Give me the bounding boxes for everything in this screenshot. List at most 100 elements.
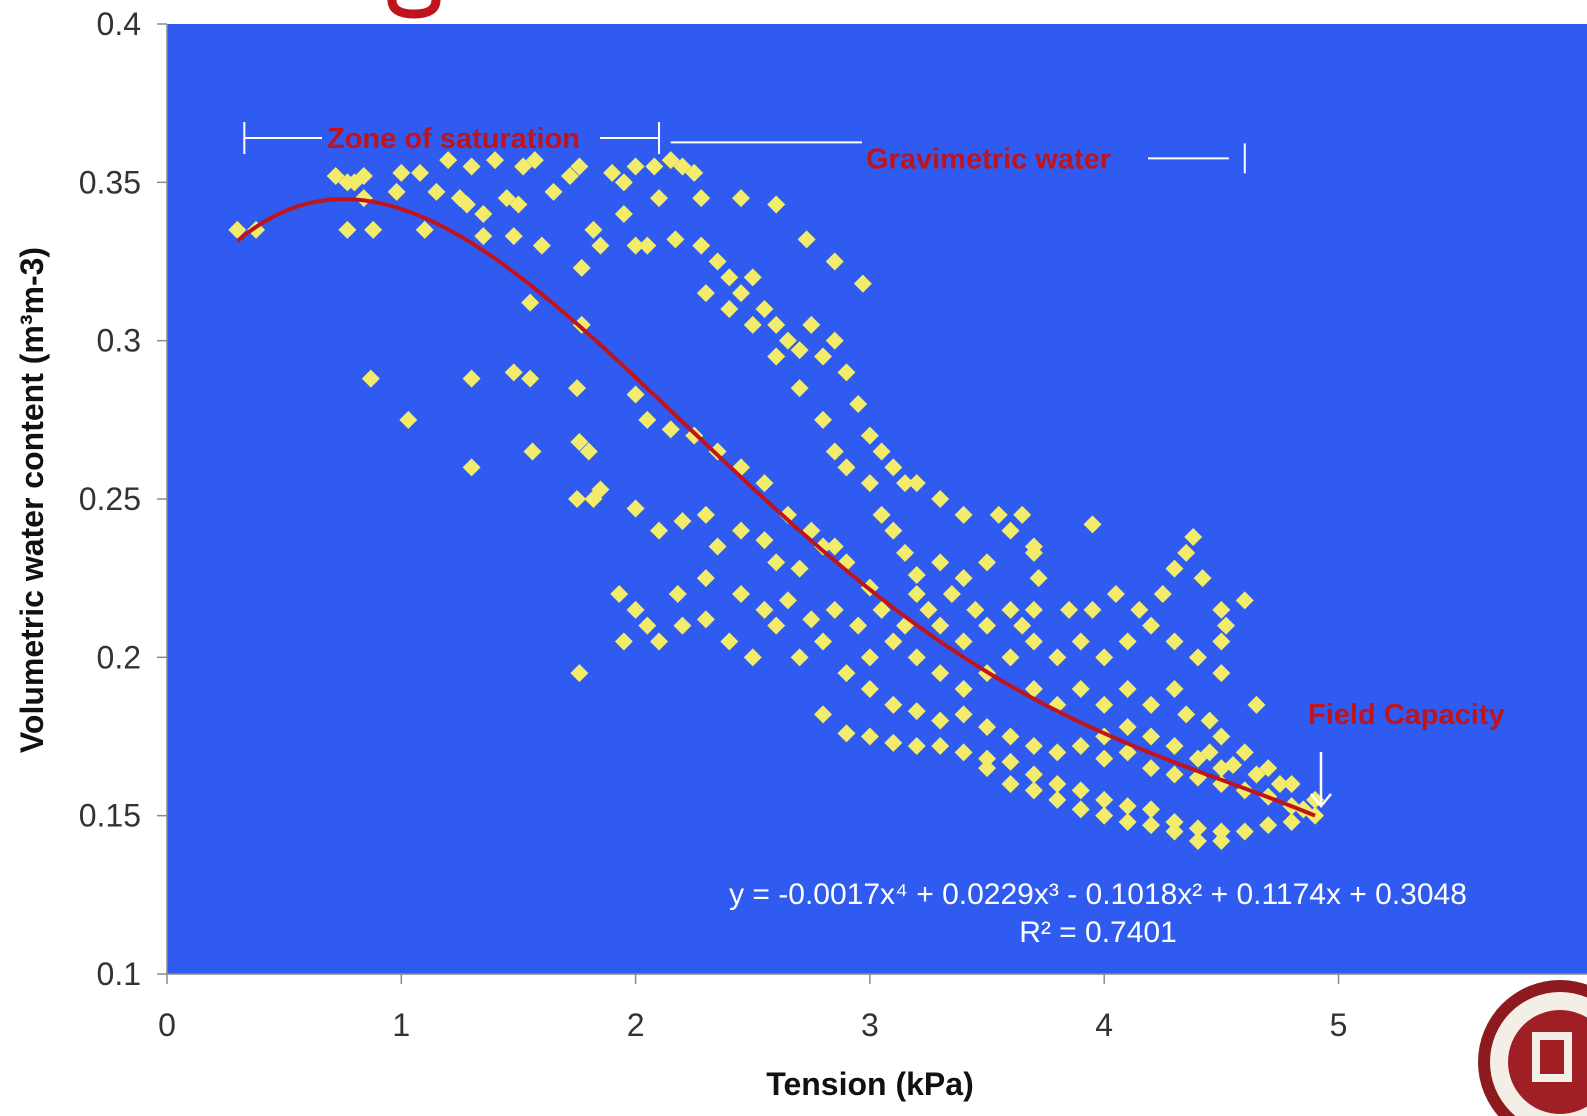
data-point (415, 220, 434, 239)
data-point (814, 347, 833, 366)
data-point (954, 743, 973, 762)
data-point (954, 569, 973, 588)
data-point (474, 227, 493, 246)
data-point (896, 543, 915, 562)
data-point (708, 252, 727, 271)
data-point (767, 315, 786, 334)
trendline-equation: y = -0.0017x⁴ + 0.0229x³ - 0.1018x² + 0.… (729, 878, 1467, 911)
data-point (692, 189, 711, 208)
data-point (743, 648, 762, 667)
data-point (1153, 585, 1172, 603)
data-point (399, 410, 418, 429)
data-point (638, 616, 657, 635)
data-point (439, 151, 458, 170)
data-point (732, 284, 751, 303)
cropped-title-fragment (387, 0, 441, 19)
data-point (1118, 718, 1137, 736)
data-point (1024, 765, 1043, 784)
data-point (457, 195, 476, 214)
data-point (572, 315, 591, 334)
data-point (1024, 600, 1043, 619)
data-point (743, 315, 762, 334)
data-point (778, 591, 797, 610)
gravimetric-water-label: Gravimetric water (866, 143, 1111, 175)
data-point (626, 600, 645, 619)
data-point (732, 189, 751, 208)
data-point (1095, 790, 1114, 809)
data-point (837, 664, 856, 683)
data-point (570, 433, 589, 451)
data-point (1001, 752, 1020, 771)
data-point (1188, 648, 1207, 667)
data-point (504, 363, 523, 382)
field-capacity-label: Field Capacity (1308, 699, 1505, 731)
data-point (825, 252, 844, 271)
data-point (720, 300, 739, 318)
data-point (570, 157, 589, 176)
y-tick-label: 0.2 (97, 639, 141, 675)
data-point (989, 505, 1008, 524)
data-point (638, 410, 657, 429)
data-point (931, 664, 950, 683)
data-point (544, 182, 563, 201)
data-point (825, 442, 844, 461)
data-point (1142, 727, 1161, 746)
data-point (1212, 832, 1231, 850)
x-tick-label: 4 (1095, 1007, 1113, 1043)
data-point (814, 410, 833, 429)
data-point (668, 585, 687, 603)
data-point (1188, 832, 1207, 850)
y-tick-label: 0.3 (97, 323, 141, 359)
data-point (504, 227, 523, 246)
data-point (814, 632, 833, 651)
data-point (614, 632, 633, 651)
data-point (1083, 515, 1102, 534)
zone-of-saturation-label: Zone of saturation (327, 123, 580, 155)
data-point (411, 163, 430, 182)
data-point (626, 385, 645, 404)
data-point (1270, 775, 1289, 793)
y-tick-label: 0.15 (79, 798, 141, 834)
data-point (591, 236, 610, 255)
data-point (732, 585, 751, 603)
data-point (1217, 616, 1236, 635)
data-point (626, 499, 645, 518)
data-point (1177, 543, 1196, 562)
data-point (755, 300, 774, 318)
data-point (884, 632, 903, 651)
data-point (814, 705, 833, 724)
data-point (1071, 737, 1090, 755)
data-point (1142, 816, 1161, 835)
data-point (1165, 765, 1184, 784)
data-point (1184, 528, 1203, 546)
zone-of-saturation-bracket (243, 122, 661, 154)
data-point (525, 151, 544, 170)
data-point (860, 648, 879, 667)
data-point (720, 632, 739, 651)
data-point (603, 163, 622, 182)
data-point (884, 521, 903, 540)
data-point (907, 474, 926, 493)
data-point (696, 610, 715, 629)
data-point (486, 151, 505, 170)
data-point (570, 664, 589, 683)
data-point (523, 442, 542, 461)
y-tick-label: 0.4 (97, 6, 141, 42)
data-point (626, 236, 645, 255)
data-point (474, 205, 493, 223)
data-point (462, 458, 481, 477)
data-point (1013, 505, 1032, 524)
data-point (1024, 632, 1043, 651)
data-point (790, 341, 809, 360)
data-point (514, 157, 533, 176)
data-point (1048, 775, 1067, 793)
field-capacity-arrow-icon (1310, 752, 1332, 808)
data-point (1024, 537, 1043, 556)
data-point (509, 195, 528, 214)
data-point (802, 315, 821, 334)
data-point (584, 220, 603, 239)
data-point (767, 616, 786, 635)
data-point (1071, 800, 1090, 819)
data-point (1235, 822, 1254, 841)
data-point (931, 711, 950, 730)
